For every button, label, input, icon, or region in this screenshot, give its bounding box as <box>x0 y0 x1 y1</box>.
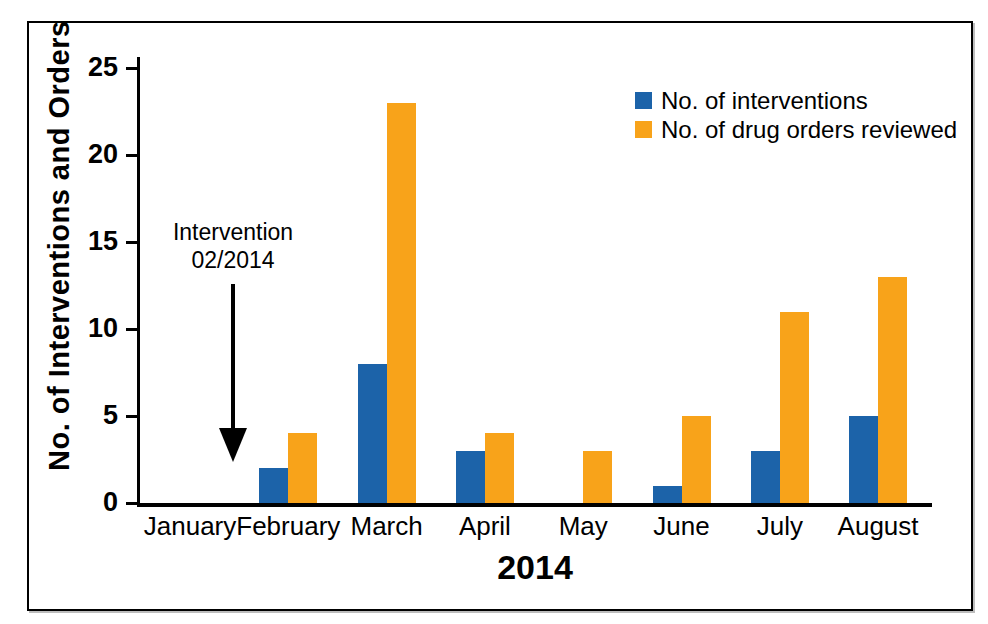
annotation-text: Intervention 02/2014 <box>133 218 333 274</box>
annotation-arrow-head-icon <box>219 428 247 462</box>
y-tick-10 <box>126 328 137 331</box>
y-tick-20 <box>126 154 137 157</box>
y-tick-0 <box>126 502 137 505</box>
bar-interventions-june <box>653 486 682 503</box>
y-tick-label-20: 20 <box>72 141 118 168</box>
legend-swatch-icon <box>635 92 652 109</box>
y-tick-label-15: 15 <box>72 228 118 255</box>
annotation-line2: 02/2014 <box>191 247 274 273</box>
bar-interventions-march <box>358 364 387 503</box>
y-tick-label-0: 0 <box>72 489 118 516</box>
legend-label: No. of drug orders reviewed <box>661 116 957 144</box>
bar-interventions-february <box>259 468 288 503</box>
legend-swatch-icon <box>635 121 652 138</box>
x-axis-title: 2014 <box>385 548 685 587</box>
y-tick-5 <box>126 415 137 418</box>
x-axis-line <box>137 503 932 507</box>
bar-orders-july <box>780 312 809 503</box>
bar-interventions-july <box>751 451 780 503</box>
legend-label: No. of interventions <box>661 87 868 115</box>
bar-orders-march <box>387 103 416 503</box>
legend: No. of interventionsNo. of drug orders r… <box>635 86 957 144</box>
bar-orders-june <box>682 416 711 503</box>
y-tick-label-10: 10 <box>72 315 118 342</box>
x-label-august: August <box>813 512 943 540</box>
bar-interventions-april <box>456 451 485 503</box>
y-tick-label-25: 25 <box>72 54 118 81</box>
y-axis-line <box>137 57 140 507</box>
y-tick-label-5: 5 <box>72 402 118 429</box>
bar-orders-february <box>288 433 317 503</box>
bar-interventions-august <box>849 416 878 503</box>
y-tick-25 <box>126 67 137 70</box>
legend-row-interventions: No. of interventions <box>635 86 957 115</box>
annotation-line1: Intervention <box>173 219 293 245</box>
bar-orders-april <box>485 433 514 503</box>
annotation-arrow-shaft <box>231 284 235 432</box>
legend-row-orders: No. of drug orders reviewed <box>635 115 957 144</box>
figure-canvas: No. of Interventions and Orders 05101520… <box>0 0 988 624</box>
bar-orders-august <box>878 277 907 503</box>
bar-orders-may <box>583 451 612 503</box>
